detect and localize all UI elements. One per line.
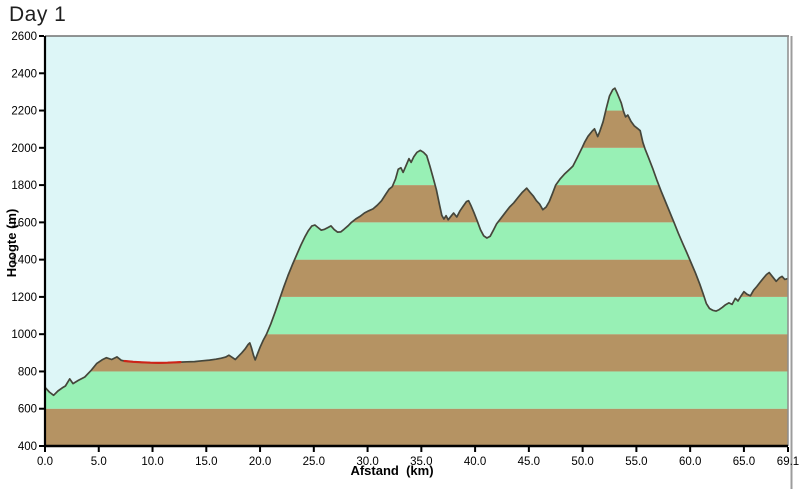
y-tick-label: 600: [18, 404, 37, 416]
x-tick-label: 50.0: [571, 456, 593, 468]
x-tick-label: 69.1: [777, 456, 799, 468]
profile-outline: [44, 87, 789, 397]
tick-labels-layer: 400 600 800 1000 1200 1400 1600 1800 2000 2200 240…: [11, 31, 799, 468]
x-tick-label: 35.0: [410, 456, 432, 468]
x-tick-label: 15.0: [195, 456, 217, 468]
elevation-band: [45, 371, 788, 409]
y-tick-label: 1200: [11, 292, 37, 304]
y-tick-label: 1000: [11, 329, 37, 341]
x-tick-label: 30.0: [356, 456, 378, 468]
y-tick-label: 2000: [11, 143, 37, 155]
x-tick-label: 45.0: [518, 456, 540, 468]
x-tick-label: 5.0: [91, 456, 107, 468]
x-tick-label: 10.0: [141, 456, 163, 468]
y-tick-label: 1400: [11, 255, 37, 267]
y-axis-title: Hoogte (m): [4, 209, 19, 278]
y-tick-label: 400: [18, 441, 37, 453]
x-axis-title: Afstand (km): [350, 463, 433, 478]
y-tick-label: 1600: [11, 217, 37, 229]
profile-outline-layer: [44, 87, 789, 397]
x-tick-label: 0.0: [37, 456, 53, 468]
axes-layer: [39, 35, 793, 489]
x-tick-label: 25.0: [303, 456, 325, 468]
x-tick-label: 60.0: [679, 456, 701, 468]
highlighted-route-segment: [123, 359, 182, 365]
y-tick-label: 2600: [11, 31, 37, 43]
page-title: Day 1: [9, 3, 67, 26]
x-tick-label: 65.0: [733, 456, 755, 468]
y-tick-label: 2200: [11, 106, 37, 118]
x-tick-label: 55.0: [625, 456, 647, 468]
y-tick-label: 1800: [11, 180, 37, 192]
elevation-band: [45, 408, 788, 446]
y-tick-label: 2400: [11, 68, 37, 80]
x-tick-label: 20.0: [249, 456, 271, 468]
x-tick-label: 40.0: [464, 456, 486, 468]
y-tick-label: 800: [18, 366, 37, 378]
